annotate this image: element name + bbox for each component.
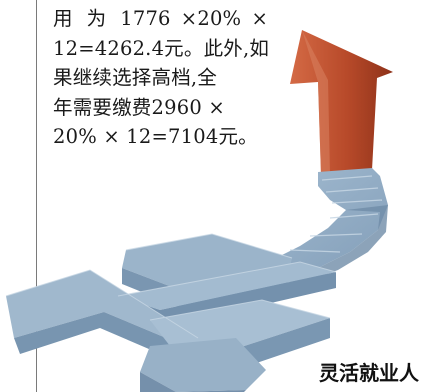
article-line-3: 果继续选择高档,全 xyxy=(53,66,217,89)
arrow-up-icon xyxy=(290,30,393,175)
yuan-sign-shape xyxy=(5,233,337,392)
column-divider xyxy=(36,0,37,392)
article-line-5: 20% × 12=7104元。 xyxy=(53,125,258,148)
article-line-4: 年需要缴费2960 × xyxy=(53,95,225,119)
article-body: 用 为 1776 ×20% × 12=4262.4元。此外,如 果继续选择高档,… xyxy=(53,4,270,152)
figure-caption: 灵活就业人 xyxy=(319,361,419,385)
article-line-1: 用 为 1776 ×20% × xyxy=(53,7,268,30)
article-line-2: 12=4262.4元。此外,如 xyxy=(53,36,270,60)
